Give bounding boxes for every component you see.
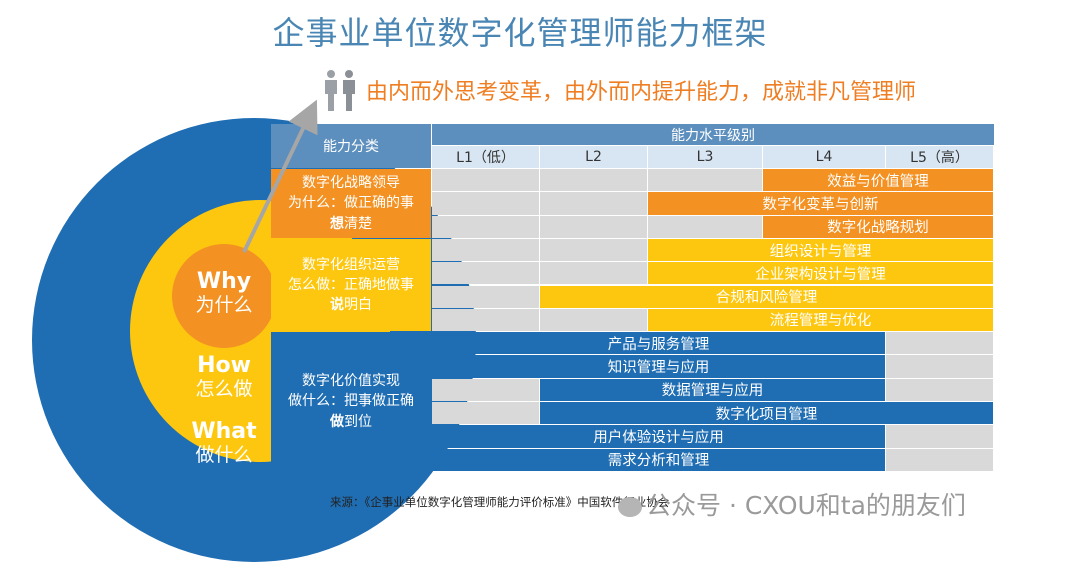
category-cell: 数字化价值实现 做什么：把事做正确 做到位 xyxy=(271,332,431,471)
capability-bar: 用户体验设计与应用 xyxy=(432,425,885,448)
what-en: What xyxy=(191,419,257,444)
category-motto-emphasis: 说 xyxy=(330,297,344,314)
empty-cell xyxy=(540,215,647,238)
empty-cell xyxy=(432,402,539,425)
empty-cell xyxy=(540,192,647,215)
category-name: 数字化组织运营 xyxy=(302,256,400,273)
capability-bar: 数字化变革与创新 xyxy=(648,192,993,215)
wechat-icon xyxy=(618,497,642,517)
empty-cell xyxy=(432,378,539,401)
empty-cell xyxy=(540,169,647,192)
category-motto-emphasis: 想 xyxy=(330,215,344,232)
empty-cell xyxy=(540,238,647,262)
category-motto: 说明白 xyxy=(271,295,431,315)
capability-bar: 数字化项目管理 xyxy=(540,402,993,425)
empty-cell xyxy=(432,192,539,215)
what-label: What 做什么 xyxy=(172,419,276,466)
empty-cell xyxy=(886,448,993,471)
capability-bar: 流程管理与优化 xyxy=(648,308,993,332)
why-circle xyxy=(172,244,276,348)
capability-bar: 知识管理与应用 xyxy=(432,355,885,378)
category-motto: 想清楚 xyxy=(271,214,431,234)
how-label: How 怎么做 xyxy=(172,353,276,400)
category-cell: 数字化战略领导 为什么：做正确的事 想清楚 xyxy=(271,169,431,238)
how-zh: 怎么做 xyxy=(195,377,253,400)
empty-cell xyxy=(886,425,993,448)
category-motto-rest: 到位 xyxy=(344,413,372,430)
subtitle: 由内而外思考变革，由外而内提升能力，成就非凡管理师 xyxy=(366,80,917,105)
level-column-2: L2 xyxy=(540,146,647,168)
why-label: Why 为什么 xyxy=(172,269,276,316)
capability-bar: 效益与价值管理 xyxy=(763,169,993,192)
level-header: 能力水平级别 xyxy=(432,124,994,145)
category-cell: 数字化组织运营 怎么做：正确地做事 说明白 xyxy=(271,238,431,332)
category-motto-rest: 明白 xyxy=(344,297,372,314)
why-zh: 为什么 xyxy=(195,293,253,316)
level-column-5: L5（高） xyxy=(886,146,993,168)
category-question: 为什么：做正确的事 xyxy=(288,195,414,212)
empty-cell xyxy=(432,169,539,192)
capability-bar: 数据管理与应用 xyxy=(540,378,885,401)
empty-cell xyxy=(432,215,539,238)
category-motto: 做到位 xyxy=(271,412,431,432)
empty-cell xyxy=(432,238,539,262)
empty-cell xyxy=(540,262,647,285)
arrow-icon xyxy=(242,99,318,253)
category-question: 怎么做：正确地做事 xyxy=(288,276,414,293)
people-icon xyxy=(325,70,355,111)
why-en: Why xyxy=(196,269,252,294)
category-motto-emphasis: 做 xyxy=(330,413,344,430)
capability-bar: 需求分析和管理 xyxy=(432,448,885,471)
watermark: 公众号 · CXOU和ta的朋友们 xyxy=(618,486,966,522)
source-note: 来源：《企事业单位数字化管理师能力评价标准》中国软件行业协会 xyxy=(330,495,670,509)
empty-cell xyxy=(886,378,993,401)
capability-bar: 产品与服务管理 xyxy=(432,332,885,355)
empty-cell xyxy=(648,215,762,238)
empty-cell xyxy=(432,262,539,285)
level-column-1: L1（低） xyxy=(432,146,539,168)
category-question: 做什么：把事做正确 xyxy=(288,393,414,410)
category-motto-rest: 清楚 xyxy=(344,215,372,232)
category-name: 数字化战略领导 xyxy=(302,175,400,191)
category-header: 能力分类 xyxy=(271,124,431,168)
empty-cell xyxy=(886,332,993,355)
how-en: How xyxy=(197,353,251,378)
category-name: 数字化价值实现 xyxy=(302,373,400,390)
level-column-4: L4 xyxy=(763,146,885,168)
empty-cell xyxy=(648,169,762,192)
empty-cell xyxy=(432,308,539,332)
capability-bar: 企业架构设计与管理 xyxy=(648,262,993,285)
capability-bar: 数字化战略规划 xyxy=(763,215,993,238)
watermark-text: 公众号 · CXOU和ta的朋友们 xyxy=(646,491,966,520)
capability-bar: 组织设计与管理 xyxy=(648,238,993,262)
capability-bar: 合规和风险管理 xyxy=(540,285,993,308)
what-zh: 做什么 xyxy=(195,443,253,466)
level-column-3: L3 xyxy=(648,146,762,168)
page-title: 企事业单位数字化管理师能力框架 xyxy=(272,14,768,52)
empty-cell xyxy=(886,355,993,378)
empty-cell xyxy=(540,308,647,332)
empty-cell xyxy=(432,285,539,308)
